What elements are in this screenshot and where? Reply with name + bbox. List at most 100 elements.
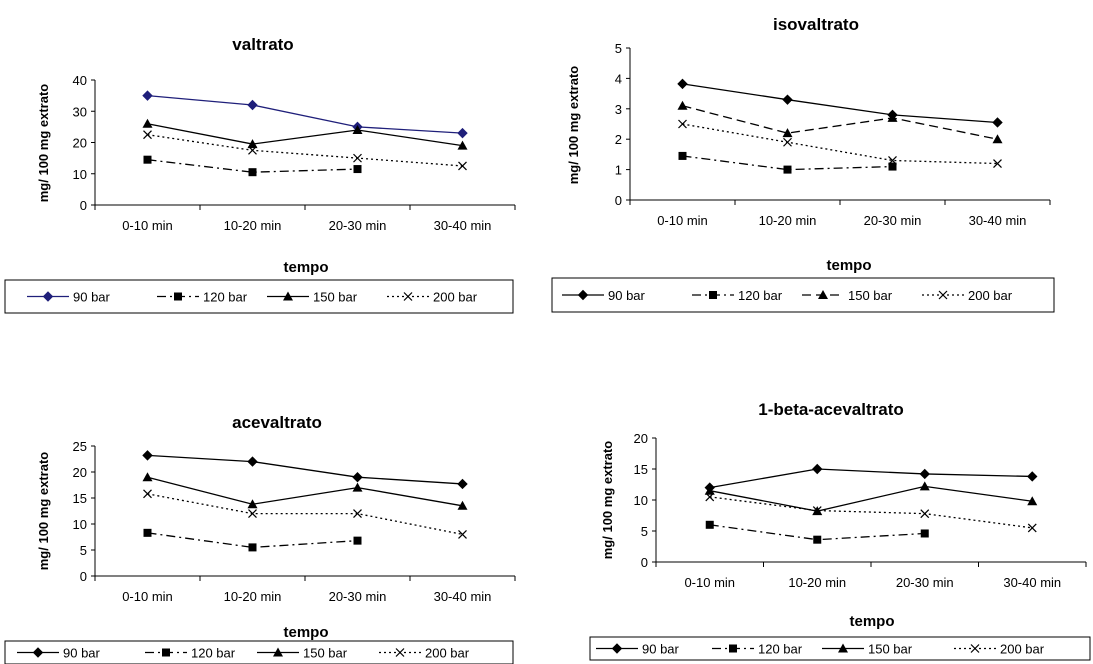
legend-item: 90 bar xyxy=(27,290,111,305)
y-tick-label: 5 xyxy=(641,524,648,539)
data-point xyxy=(782,94,793,105)
y-axis-title: mg/ 100 mg extrato xyxy=(600,441,615,560)
series-line xyxy=(147,123,463,147)
legend-label: 120 bar xyxy=(203,290,248,305)
data-point xyxy=(888,156,897,165)
legend-item: 90 bar xyxy=(17,646,101,661)
legend-label: 150 bar xyxy=(313,290,358,305)
data-point xyxy=(352,471,363,483)
legend-item: 200 bar xyxy=(954,642,1045,657)
data-point xyxy=(887,112,898,122)
series-150-bar xyxy=(677,100,1003,144)
y-tick-label: 0 xyxy=(80,569,87,584)
y-axis-title: mg/ 100 mg extrato xyxy=(36,452,51,571)
legend: 90 bar 120 bar 150 bar 200 bar xyxy=(4,279,514,314)
series-90-bar xyxy=(142,450,468,490)
chart-4: 1-beta-acevaltrato 0 5 10 15 20 0-10 min 10-20 … xyxy=(589,400,1091,661)
x-tick-label: 20-30 min xyxy=(329,589,387,604)
series-line xyxy=(147,493,463,536)
y-tick-label: 10 xyxy=(73,167,87,182)
legend-item: 150 bar xyxy=(267,290,358,305)
series-line xyxy=(682,105,998,140)
data-point xyxy=(142,472,153,482)
y-axis-title: mg/ 100 mg extrato xyxy=(36,84,51,203)
y-tick-label: 10 xyxy=(73,517,87,532)
series-90-bar xyxy=(677,78,1003,128)
y-tick-label: 5 xyxy=(615,41,622,56)
chart-title: valtrato xyxy=(232,35,293,54)
y-tick-label: 15 xyxy=(73,491,87,506)
data-point xyxy=(143,130,152,140)
y-tick-label: 20 xyxy=(73,136,87,151)
x-tick-label: 30-40 min xyxy=(969,213,1027,228)
data-point xyxy=(677,100,688,110)
legend-label: 90 bar xyxy=(63,646,101,661)
data-point xyxy=(1027,471,1038,482)
legend-marker xyxy=(403,292,413,301)
data-point xyxy=(457,478,468,490)
data-point xyxy=(919,468,930,480)
data-point xyxy=(247,456,258,467)
data-point xyxy=(458,161,467,171)
x-axis-title: tempo xyxy=(850,613,895,630)
data-point xyxy=(678,119,687,129)
data-point xyxy=(143,155,152,164)
data-point xyxy=(812,463,823,475)
y-tick-label: 25 xyxy=(73,439,87,454)
data-point xyxy=(920,509,930,519)
x-axis-title: tempo xyxy=(827,257,872,274)
y-tick-label: 10 xyxy=(634,493,648,508)
legend-item: 90 bar xyxy=(562,288,646,303)
data-point xyxy=(247,139,258,149)
legend-label: 120 bar xyxy=(191,646,236,661)
y-tick-label: 0 xyxy=(641,555,648,570)
chart-1: valtrato 0 10 20 30 40 0-10 min 10-20 min 20-30 … xyxy=(4,35,516,314)
data-point xyxy=(992,134,1003,144)
series-line xyxy=(682,155,893,171)
data-point xyxy=(352,125,363,134)
legend-marker xyxy=(32,647,44,658)
series-120-bar xyxy=(705,520,929,544)
series-150-bar xyxy=(142,472,468,510)
data-point xyxy=(920,529,929,538)
data-point xyxy=(813,535,822,544)
data-point xyxy=(705,520,714,529)
legend: 90 bar 120 bar 150 bar 200 bar xyxy=(4,640,514,664)
legend-item: 150 bar xyxy=(802,288,893,303)
data-point xyxy=(142,450,153,461)
series-90-bar xyxy=(704,463,1038,493)
x-axis-title: tempo xyxy=(284,624,329,641)
legend-item: 120 bar xyxy=(157,290,248,305)
legend-label: 120 bar xyxy=(758,642,803,657)
data-point xyxy=(812,506,822,515)
legend-marker xyxy=(162,648,170,657)
legend-item: 200 bar xyxy=(387,290,478,305)
legend-label: 200 bar xyxy=(425,646,470,661)
data-point xyxy=(783,165,792,174)
data-point xyxy=(353,165,362,174)
data-point xyxy=(353,509,362,519)
y-tick-label: 1 xyxy=(615,163,622,178)
series-200-bar xyxy=(143,489,467,539)
series-line xyxy=(709,496,1033,529)
data-point xyxy=(353,536,362,545)
data-point xyxy=(705,492,715,502)
y-tick-label: 2 xyxy=(615,132,622,147)
legend-marker xyxy=(611,643,623,654)
chart-2: isovaltrato 0 1 2 3 4 5 0-10 min 10-20 min 20-30 … xyxy=(551,15,1055,313)
data-point xyxy=(352,482,363,492)
data-point xyxy=(992,117,1003,128)
chart-title: isovaltrato xyxy=(773,15,859,34)
series-200-bar xyxy=(678,119,1002,168)
y-tick-label: 20 xyxy=(634,431,648,446)
legend-label: 150 bar xyxy=(848,288,893,303)
series-120-bar xyxy=(678,151,897,174)
legend-item: 150 bar xyxy=(257,646,348,661)
series-150-bar xyxy=(142,118,468,150)
y-tick-label: 5 xyxy=(80,543,87,558)
x-tick-label: 20-30 min xyxy=(864,213,922,228)
x-tick-label: 30-40 min xyxy=(434,218,492,233)
legend: 90 bar 120 bar 150 bar 200 bar xyxy=(589,636,1091,661)
x-tick-label: 0-10 min xyxy=(657,213,708,228)
data-point xyxy=(457,140,468,150)
